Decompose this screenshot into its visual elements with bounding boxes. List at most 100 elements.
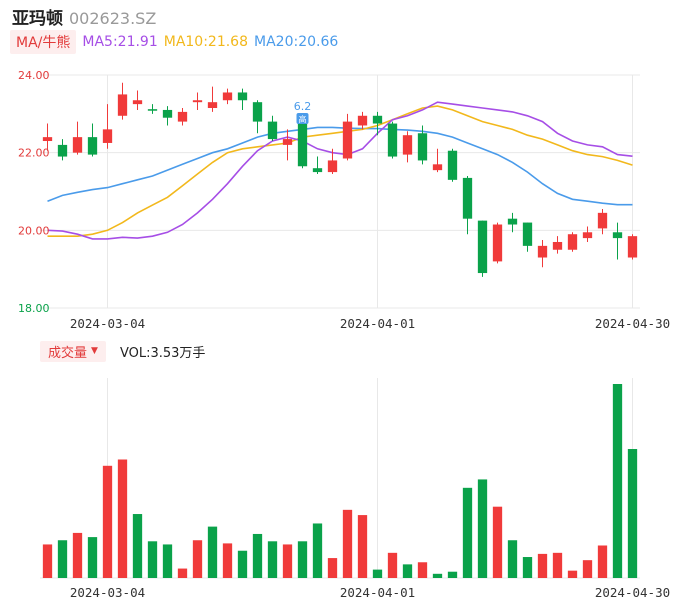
candle: [117, 82, 128, 120]
volume-indicator-tab[interactable]: 成交量 ▼: [40, 340, 106, 362]
candle-body: [447, 150, 458, 180]
candle: [447, 148, 458, 182]
candle-body: [522, 222, 533, 246]
candle: [612, 222, 623, 260]
ma-indicator-tab[interactable]: MA/牛熊: [10, 30, 77, 54]
candle-body: [372, 115, 383, 124]
volume-bar: [282, 544, 293, 578]
caret-down-icon: ▼: [91, 346, 98, 356]
volume-bar: [537, 553, 548, 578]
ma20-line-group: [47, 126, 633, 206]
candle-body: [177, 111, 188, 122]
candle-body: [462, 177, 473, 219]
candle: [42, 123, 53, 151]
candle: [102, 104, 113, 149]
ma10-line: [47, 105, 633, 237]
candle-body: [432, 164, 443, 171]
candle-body: [87, 137, 98, 155]
volume-bar: [102, 465, 113, 578]
candle-body: [237, 92, 248, 101]
candle: [282, 129, 293, 161]
candle-body: [342, 121, 353, 159]
ma5-line-group: [47, 101, 633, 240]
candle: [312, 156, 323, 175]
candle: [327, 148, 338, 175]
volume-bar: [222, 543, 233, 578]
volume-bar: [432, 573, 443, 578]
candle-body: [282, 139, 293, 145]
x-tick-label: 2024-04-30: [595, 585, 670, 600]
annotation-badge: [296, 113, 309, 125]
volume-bar: [387, 552, 398, 578]
volume-bar: [267, 541, 278, 578]
candle-body: [567, 234, 578, 250]
candle: [192, 92, 203, 110]
candle-body: [42, 137, 53, 142]
candle-body: [252, 102, 263, 122]
volume-bar: [462, 487, 473, 578]
volume-bar: [147, 541, 158, 578]
volume-bar: [612, 384, 623, 578]
volume-bar: [57, 540, 68, 578]
y-tick-label: 22.00: [18, 147, 50, 160]
candle: [207, 86, 218, 112]
ma10-legend: MA10:21.68: [163, 34, 249, 50]
y-axis-ticks: 24.00 22.00 20.00 18.00: [18, 69, 50, 315]
y-tick-label: 20.00: [18, 224, 50, 237]
candle: [507, 212, 518, 233]
volume-bar: [627, 449, 638, 578]
volume-bar: [162, 544, 173, 578]
volume-bar: [447, 571, 458, 578]
candle: [87, 123, 98, 157]
candle: [57, 139, 68, 161]
candle: [177, 108, 188, 126]
candle-body: [387, 123, 398, 157]
volume-bar: [132, 514, 143, 578]
volume-bar: [507, 540, 518, 578]
volume-bar: [597, 545, 608, 578]
candle-body: [327, 160, 338, 173]
candle-body: [552, 241, 563, 250]
candle-body: [297, 113, 308, 167]
ma-legend: MA/牛熊 MA5:21.91 MA10:21.68 MA20:20.66: [10, 30, 344, 54]
annotations: 6.2高: [294, 100, 312, 125]
volume-bar: [417, 562, 428, 578]
volume-bar: [312, 523, 323, 578]
candle: [342, 113, 353, 161]
candle-body: [417, 133, 428, 161]
x-tick-label: 2024-04-01: [340, 316, 415, 331]
candle: [72, 121, 83, 155]
volume-bar: [492, 506, 503, 578]
x-axis-ticks: 2024-03-04 2024-03-04 2024-04-01 2024-04-01…: [70, 316, 670, 600]
candle: [537, 240, 548, 268]
stock-name: 亚玛顿: [12, 9, 63, 29]
annotation-label: 6.2: [294, 100, 312, 113]
volume-bar: [582, 560, 593, 578]
stock-code: 002623.SZ: [69, 9, 157, 28]
candle-body: [267, 121, 278, 140]
candle: [372, 111, 383, 136]
candle: [582, 226, 593, 242]
candle: [627, 234, 638, 260]
candle-body: [72, 137, 83, 153]
candle-body: [192, 100, 203, 103]
x-tick-label: 2024-03-04: [70, 316, 145, 331]
candle-body: [597, 212, 608, 229]
candle-body: [492, 224, 503, 262]
y-tick-label: 18.00: [18, 302, 50, 315]
volume-bar: [297, 541, 308, 578]
volume-bars: [42, 384, 638, 578]
ma5-legend: MA5:21.91: [82, 34, 158, 50]
volume-bar: [402, 564, 413, 578]
candle: [492, 222, 503, 264]
ma5-line: [47, 101, 633, 240]
stock-header: 亚玛顿 002623.SZ: [12, 4, 157, 29]
volume-bar: [522, 557, 533, 578]
volume-bar: [42, 544, 53, 578]
candle: [462, 175, 473, 235]
x-tick-label: 2024-03-04: [70, 585, 145, 600]
volume-legend: 成交量 ▼ VOL:3.53万手: [40, 340, 205, 362]
volume-bar: [237, 550, 248, 578]
candle: [162, 106, 173, 126]
volume-bar: [117, 459, 128, 578]
